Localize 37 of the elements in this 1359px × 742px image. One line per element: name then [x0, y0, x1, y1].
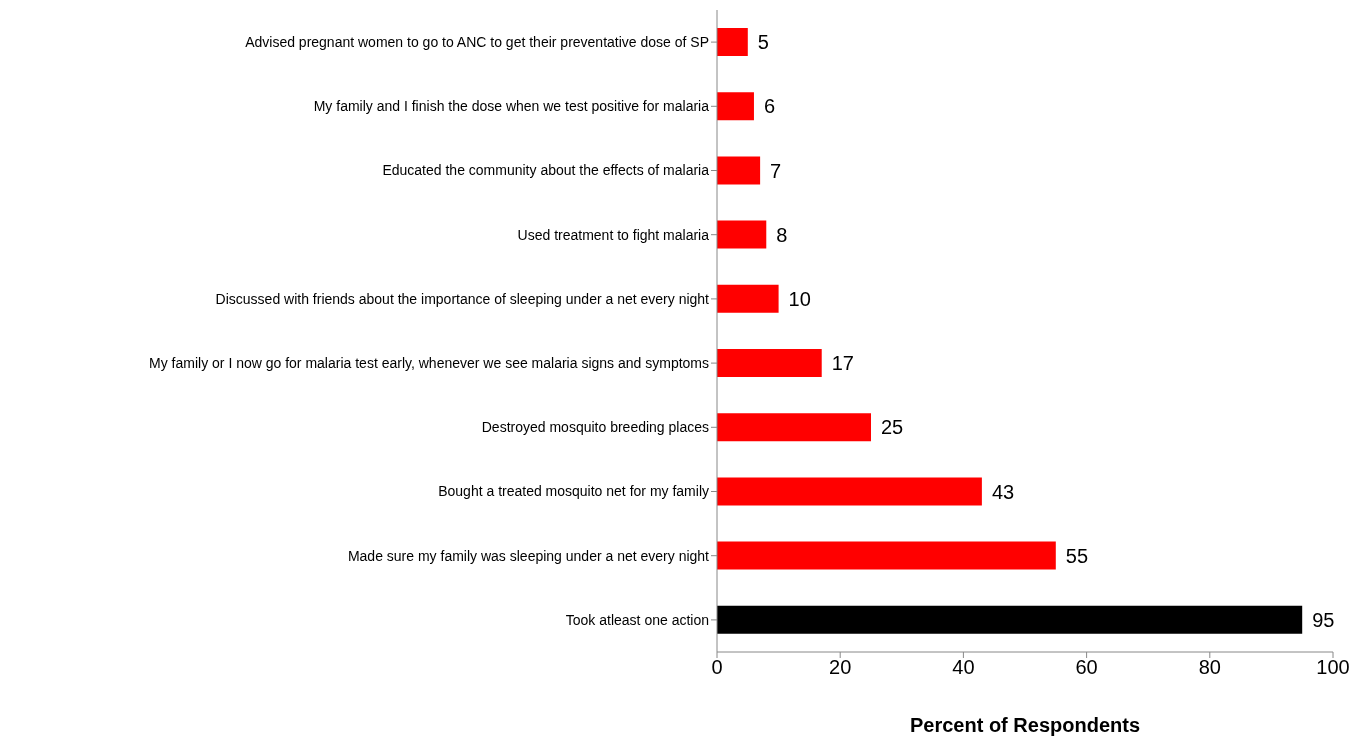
data-label: 95	[1312, 608, 1335, 631]
y-tick-label: Educated the community about the effects of malaria	[382, 162, 710, 179]
bar	[717, 541, 1056, 570]
y-tick-label: Bought a treated mosquito net for my family	[438, 483, 709, 500]
bar	[717, 413, 871, 442]
y-tick-label: Destroyed mosquito breeding places	[481, 419, 709, 436]
y-tick-label: Discussed with friends about the importance of sleeping under a net every night	[215, 290, 710, 307]
bar	[717, 92, 754, 121]
bar	[717, 605, 1303, 634]
bar	[717, 349, 822, 377]
data-label: 43	[991, 480, 1015, 503]
y-tick-label: Advised pregnant women to go to ANC to get their preventative dose of SP	[245, 34, 709, 51]
data-label: 10	[788, 287, 811, 310]
data-label: 6	[763, 95, 776, 118]
data-label: 55	[1065, 544, 1089, 567]
bar	[717, 477, 982, 506]
x-tick-label: 0	[711, 656, 723, 679]
x-tick-label: 100	[1316, 656, 1350, 679]
x-tick-label: 40	[952, 656, 975, 679]
y-tick-label: Made sure my family was sleeping under a net every night	[347, 547, 710, 564]
y-tick-label: My family and I finish the dose when we test positive for malaria	[313, 98, 710, 115]
x-axis-title: Percent of Respondents	[909, 714, 1141, 736]
data-label: 17	[831, 352, 854, 375]
data-label: 8	[776, 223, 788, 246]
bar	[717, 156, 761, 185]
y-tick-label: Took atleast one action	[565, 611, 709, 628]
data-label: 25	[881, 416, 904, 439]
bar	[717, 284, 779, 313]
x-tick-label: 20	[829, 656, 852, 679]
data-label: 5	[757, 31, 769, 54]
bar	[717, 220, 767, 249]
data-label: 7	[770, 159, 782, 182]
bar	[717, 28, 748, 56]
x-tick-label: 80	[1198, 656, 1221, 679]
y-tick-label: My family or I now go for malaria test early, whenever we see malaria signs and symptoms	[149, 355, 709, 372]
x-tick-label: 60	[1075, 656, 1098, 679]
y-tick-label: Used treatment to fight malaria	[517, 226, 710, 243]
